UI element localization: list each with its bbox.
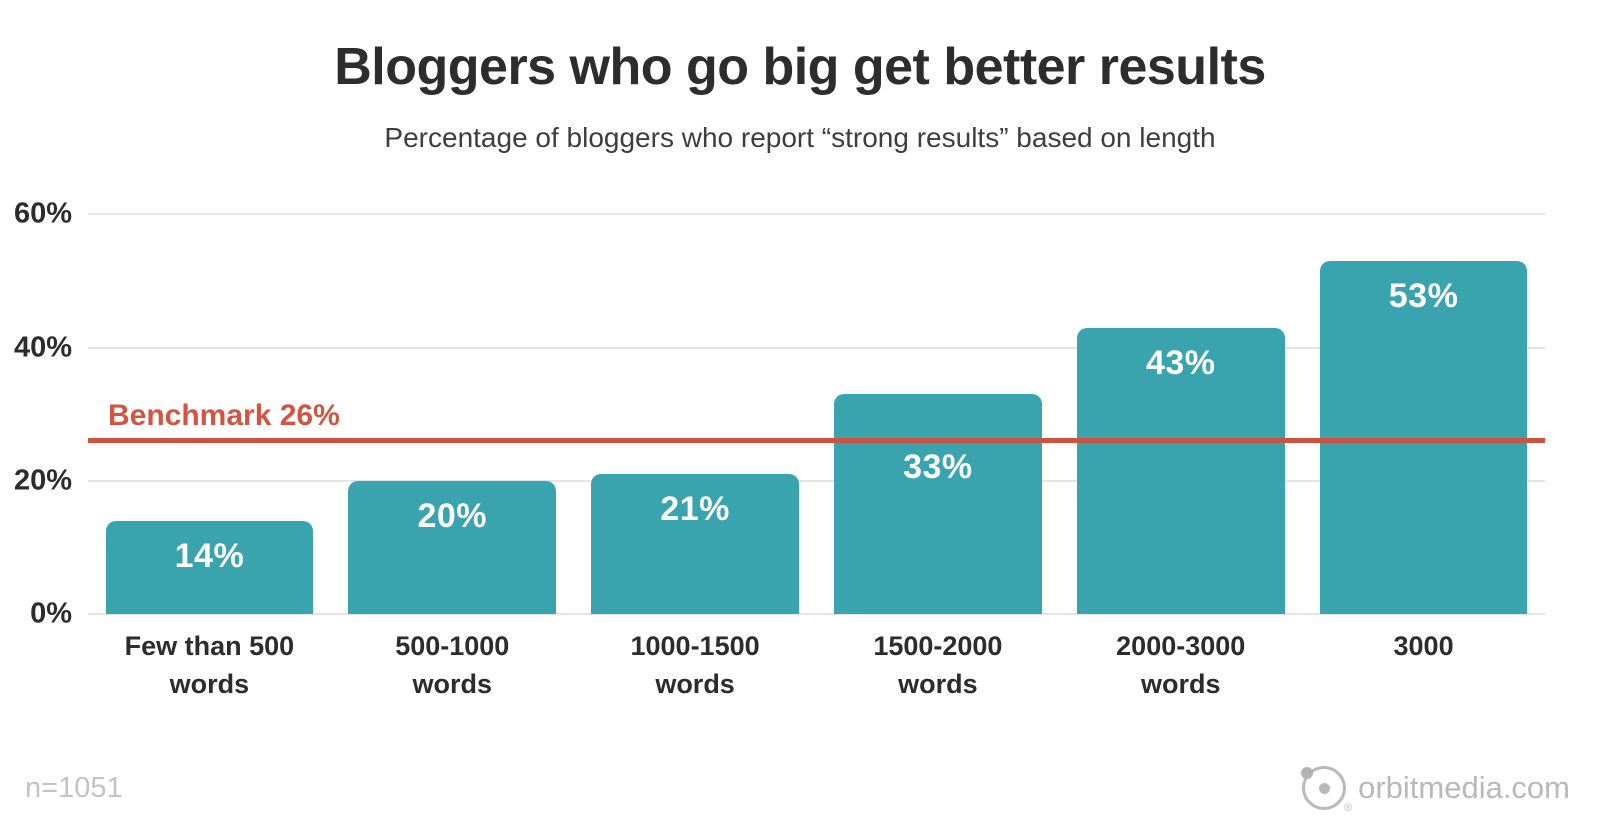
gridline-40 bbox=[88, 346, 1545, 349]
x-axis-labels: Few than 500 words 500-1000 words 1000-1500 w… bbox=[88, 628, 1545, 704]
orbit-satellite-dot bbox=[1301, 767, 1314, 779]
chart-title: Bloggers who go big get better results bbox=[334, 38, 1266, 96]
bar-slot: 21% bbox=[574, 214, 817, 615]
plot-area: 14% 20% 21% 33% 43% 53% Benchmark 26% 0% 20% 40… bbox=[14, 198, 1545, 630]
bar-slot: 14% bbox=[88, 214, 331, 615]
y-axis-tick-label: 0% bbox=[30, 597, 72, 630]
bar-value-label: 20% bbox=[417, 497, 488, 536]
bar-2: 20% bbox=[348, 481, 557, 615]
bar-chart: 14% 20% 21% 33% 43% 53% Benchmark 26% 0% 20% 40… bbox=[14, 198, 1545, 704]
bar-5: 43% bbox=[1076, 327, 1285, 615]
registered-mark: ® bbox=[1343, 802, 1353, 814]
y-axis-tick-label: 20% bbox=[13, 464, 72, 497]
bar-value-label: 21% bbox=[660, 490, 730, 529]
bar-3: 21% bbox=[591, 474, 799, 615]
bar-slot: 43% bbox=[1059, 214, 1302, 615]
bar-value-label: 14% bbox=[174, 537, 245, 576]
brand-name: orbitmedia.com bbox=[1358, 770, 1570, 805]
gridline-0 bbox=[88, 613, 1545, 616]
bar-slot: 33% bbox=[816, 214, 1059, 615]
gridline-60 bbox=[88, 213, 1545, 216]
gridline-20 bbox=[88, 480, 1545, 483]
chart-subtitle: Percentage of bloggers who report “stron… bbox=[384, 122, 1216, 154]
x-axis-category-label: 3000 bbox=[1393, 631, 1454, 662]
bars-group: 14% 20% 21% 33% 43% 53% bbox=[88, 214, 1545, 615]
chart-footer: n=1051 ® orbitmedia.com bbox=[25, 766, 1570, 814]
x-axis-category-label: 1000-1500 words bbox=[630, 631, 760, 700]
brand-logo: ® orbitmedia.com bbox=[1301, 766, 1570, 814]
bar-1: 14% bbox=[105, 521, 314, 615]
bar-value-label: 53% bbox=[1388, 277, 1459, 316]
x-axis-category-label: 500-1000 words bbox=[395, 631, 510, 700]
bar-4: 33% bbox=[833, 394, 1042, 615]
bar-slot: 20% bbox=[331, 214, 574, 615]
benchmark-label: Benchmark 26% bbox=[108, 399, 340, 433]
y-axis-tick-label: 60% bbox=[13, 197, 72, 230]
x-axis-category-label: Few than 500 words bbox=[124, 631, 295, 700]
x-axis-category-label: 1500-2000 words bbox=[873, 631, 1003, 700]
y-axis-tick-label: 40% bbox=[13, 331, 72, 364]
bar-slot: 53% bbox=[1302, 214, 1545, 615]
x-axis-category-label: 2000-3000 words bbox=[1116, 631, 1246, 700]
benchmark-line: Benchmark 26% bbox=[88, 399, 1545, 444]
bar-value-label: 43% bbox=[1145, 343, 1216, 382]
bar-value-label: 33% bbox=[903, 448, 973, 487]
orbit-logo-icon: ® bbox=[1301, 766, 1352, 814]
orbit-center-dot bbox=[1318, 782, 1330, 794]
bar-6: 53% bbox=[1319, 261, 1528, 615]
sample-size-label: n=1051 bbox=[25, 771, 123, 804]
